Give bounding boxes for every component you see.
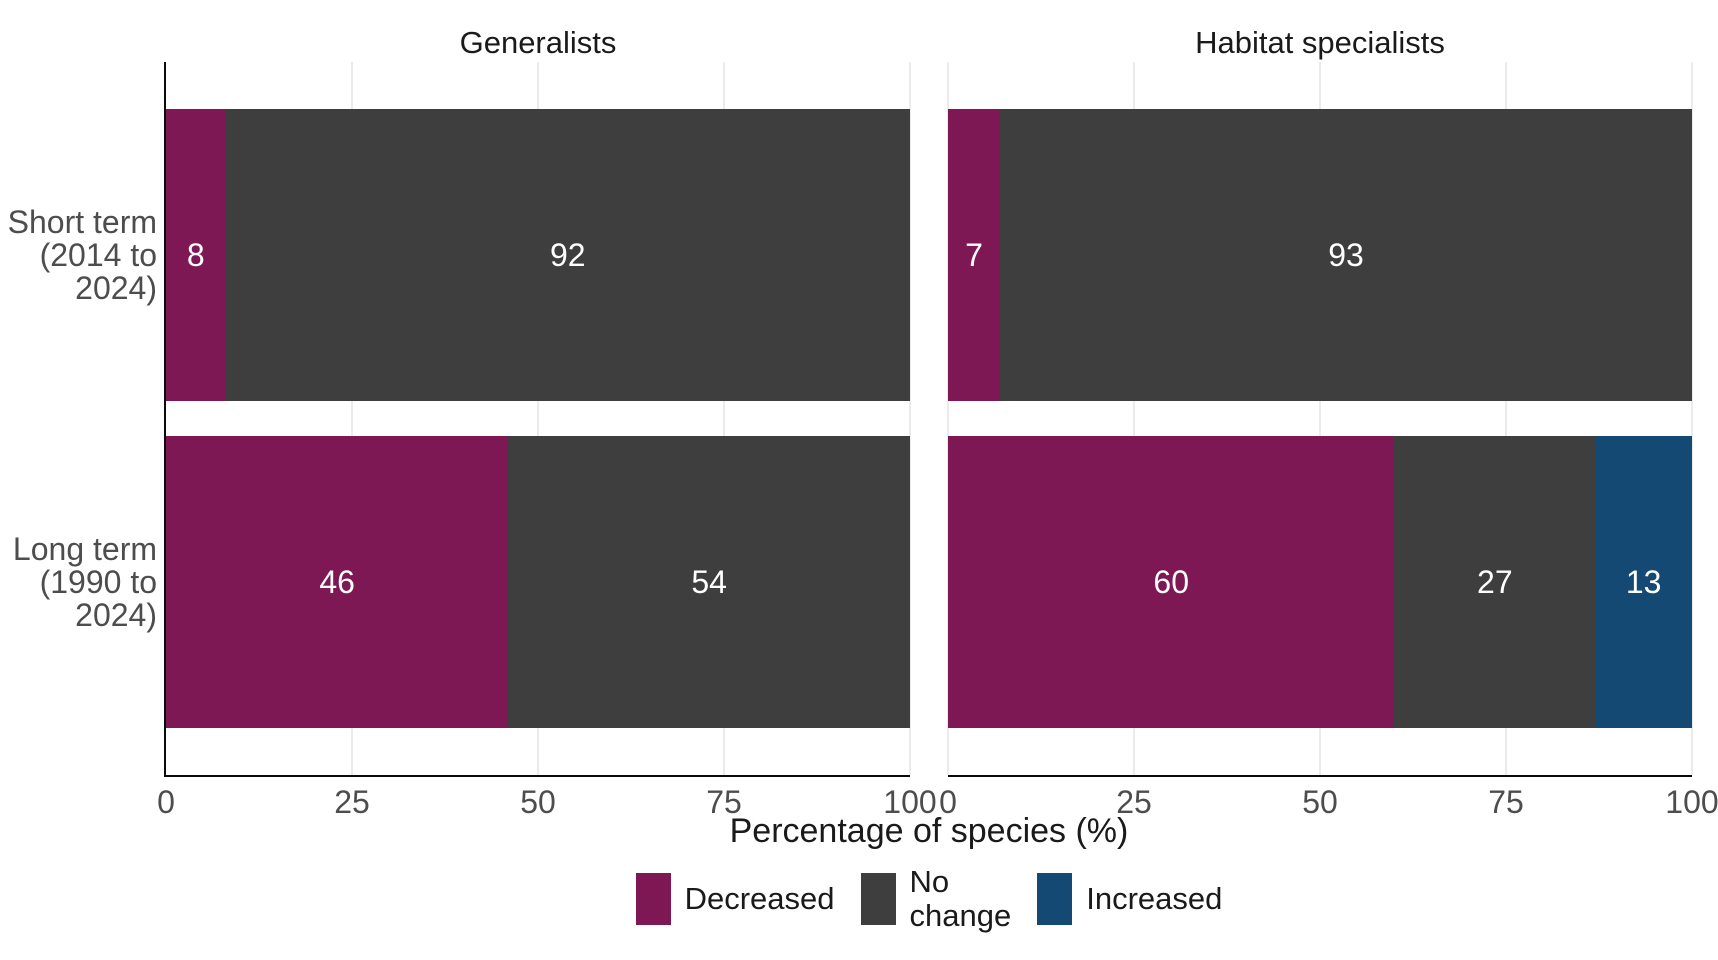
bar-segment-no-change: 27	[1394, 436, 1596, 728]
panel-title-habitat-specialists: Habitat specialists	[1195, 25, 1445, 60]
legend: Decreased No change Increased	[166, 865, 1692, 933]
x-tick-label-generalists-0: 0	[157, 784, 175, 820]
bar-segment-no-change: 92	[225, 109, 910, 401]
gridline-75	[1505, 62, 1507, 775]
bar-row-generalists-short-term-2014-to-2024: 8 92	[166, 109, 910, 401]
gridline-25	[351, 62, 353, 775]
chart-panel-generalists: 8 92 46 54	[166, 62, 911, 775]
bar-value-label: 8	[186, 236, 205, 273]
bar-row-generalists-long-term-1990-to-2024: 46 54	[166, 436, 910, 728]
legend-label-no-change: No change	[909, 864, 1012, 933]
y-axis-label-line: Short term	[7, 203, 157, 240]
legend-item-decreased: Decreased	[635, 873, 835, 925]
bar-segment-no-change: 93	[1000, 109, 1692, 401]
bar-segment-decreased: 46	[166, 436, 509, 728]
bar-value-label: 7	[965, 236, 983, 273]
gridline-75	[723, 62, 725, 775]
legend-item-no-change: No change	[860, 864, 1012, 933]
x-tick-label-habitat-specialists-25: 25	[1116, 784, 1152, 820]
bar-value-label: 27	[1477, 563, 1513, 600]
y-axis-label-line: (2014 to	[39, 236, 157, 273]
legend-swatch-decreased	[635, 873, 671, 925]
legend-label-decreased: Decreased	[684, 881, 835, 916]
bar-value-label: 92	[549, 236, 586, 273]
legend-label-increased: Increased	[1086, 881, 1223, 916]
x-tick-label-generalists-25: 25	[334, 784, 370, 820]
x-tick-label-generalists-100: 100	[883, 784, 937, 820]
y-axis-label-line: (1990 to	[39, 563, 157, 600]
x-tick-label-generalists-50: 50	[520, 784, 556, 820]
gridline-100	[909, 62, 911, 775]
x-tick-label-habitat-specialists-0: 0	[939, 784, 957, 820]
bar-value-label: 46	[319, 563, 355, 600]
x-axis-line-generalists	[164, 775, 910, 777]
bar-value-label: 93	[1328, 236, 1364, 273]
panel-title-generalists: Generalists	[459, 25, 617, 60]
bar-segment-decreased: 60	[948, 436, 1395, 728]
gridline-0	[947, 62, 949, 775]
legend-swatch-increased	[1037, 873, 1073, 925]
bar-value-label: 54	[691, 563, 727, 600]
bar-segment-decreased: 8	[166, 109, 226, 401]
gridline-50	[1319, 62, 1321, 775]
y-axis-label-long-term-1990-to-2024: Long term (1990 to 2024)	[12, 530, 157, 633]
bar-segment-no-change: 54	[508, 436, 910, 728]
legend-swatch-no-change	[860, 873, 896, 925]
bar-segment-decreased: 7	[948, 109, 1001, 401]
x-tick-label-habitat-specialists-50: 50	[1302, 784, 1338, 820]
y-axis-line	[164, 62, 166, 777]
y-axis-label-line: Long term	[12, 530, 157, 567]
x-axis-line-habitat-specialists	[948, 775, 1692, 777]
chart-panel-habitat-specialists: 7 93 60 27 13	[947, 62, 1693, 775]
bar-row-habitat-specialists-short-term-2014-to-2024: 7 93	[948, 109, 1692, 401]
bar-value-label: 60	[1153, 563, 1189, 600]
y-axis-label-line: 2024)	[75, 269, 157, 306]
bar-value-label: 13	[1625, 563, 1662, 600]
y-axis-label-short-term-2014-to-2024: Short term (2014 to 2024)	[7, 203, 157, 306]
x-tick-label-generalists-75: 75	[706, 784, 742, 820]
gridline-50	[537, 62, 539, 775]
legend-item-increased: Increased	[1037, 873, 1222, 925]
x-tick-label-habitat-specialists-100: 100	[1665, 784, 1718, 820]
bar-segment-increased: 13	[1595, 436, 1692, 728]
y-axis-label-line: 2024)	[75, 596, 157, 633]
x-axis-title: Percentage of species (%)	[729, 812, 1129, 850]
gridline-100	[1691, 62, 1693, 775]
x-tick-label-habitat-specialists-75: 75	[1488, 784, 1524, 820]
gridline-25	[1133, 62, 1135, 775]
bar-row-habitat-specialists-long-term-1990-to-2024: 60 27 13	[948, 436, 1692, 728]
